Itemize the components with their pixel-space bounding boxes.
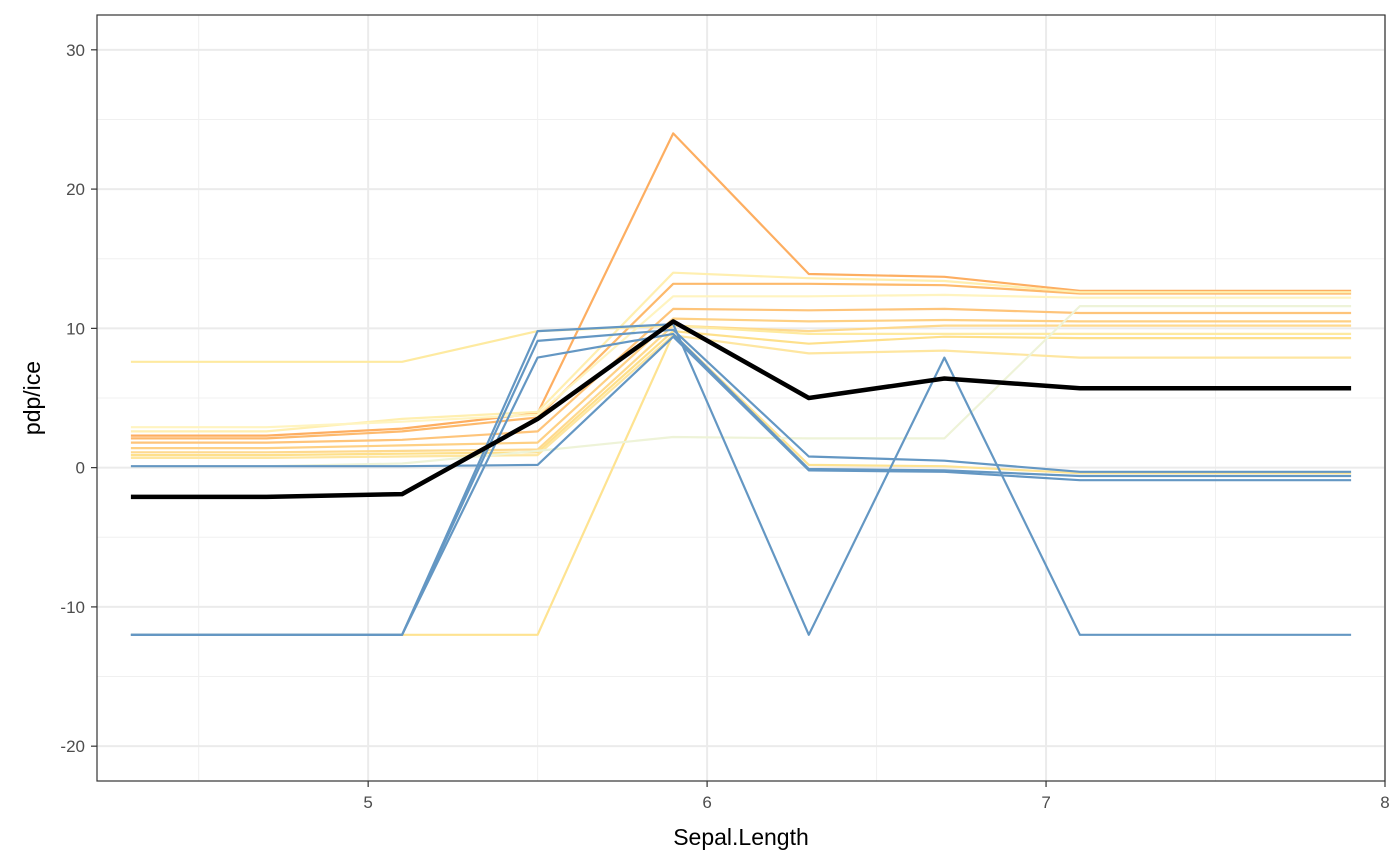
- y-tick-label: 20: [66, 180, 85, 199]
- ice-line-4: [130, 317, 1352, 450]
- x-tick-label: 6: [702, 793, 711, 812]
- x-axis: 5 6 7 8: [363, 781, 1390, 812]
- pdp-curve: [130, 319, 1352, 500]
- x-tick-label: 7: [1041, 793, 1050, 812]
- ice-line-1: [130, 132, 1352, 437]
- y-tick-label: 10: [66, 319, 85, 338]
- y-tick-label: 0: [76, 459, 85, 478]
- ice-curves: [130, 132, 1352, 636]
- ice-line-15: [130, 332, 1352, 636]
- ice-line-10: [130, 293, 1352, 429]
- y-tick-label: -20: [60, 737, 85, 756]
- pdp-line: [130, 319, 1352, 500]
- x-axis-title: Sepal.Length: [673, 824, 809, 850]
- minor-grid: [97, 15, 1385, 781]
- y-axis-title: pdp/ice: [19, 361, 45, 435]
- y-tick-label: -10: [60, 598, 85, 617]
- ice-line-2: [130, 282, 1352, 440]
- ice-line-9: [130, 271, 1352, 433]
- x-tick-label: 8: [1380, 793, 1389, 812]
- ice-line-16: [130, 335, 1352, 482]
- y-axis: -20 -10 0 10 20 30: [60, 41, 97, 756]
- y-tick-label: 30: [66, 41, 85, 60]
- panel-border: [96, 14, 1386, 782]
- ice-line-3: [130, 307, 1352, 444]
- major-grid: [97, 15, 1386, 781]
- x-tick-label: 5: [363, 793, 372, 812]
